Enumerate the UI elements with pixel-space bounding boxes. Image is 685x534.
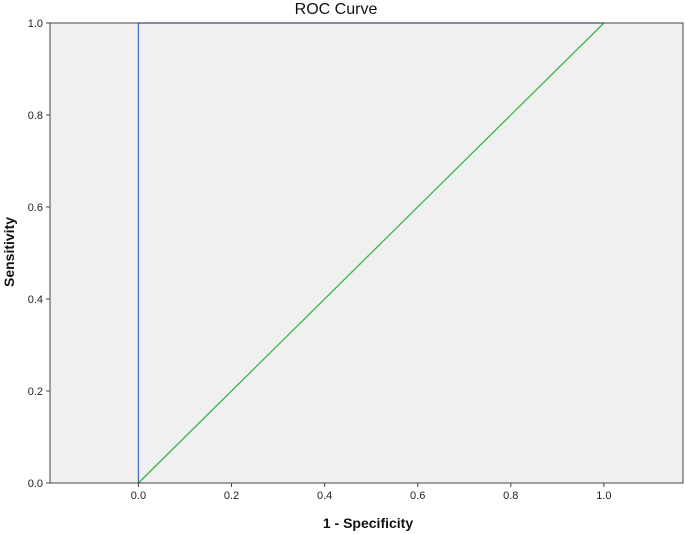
plot-frame	[49, 22, 684, 484]
x-tick-label: 0.2	[224, 490, 239, 502]
x-tick-label: 0.0	[131, 490, 146, 502]
plot-area	[50, 23, 683, 483]
x-tick-label: 0.6	[410, 490, 425, 502]
series-line-1	[137, 22, 605, 484]
x-axis-title: 1 - Specificity	[323, 515, 413, 531]
y-tick-label: 0.2	[28, 386, 43, 398]
y-tick-label: 1.0	[28, 18, 43, 30]
x-tick-label: 1.0	[596, 490, 611, 502]
x-tick-label: 0.8	[503, 490, 518, 502]
x-tick-label: 0.4	[317, 490, 332, 502]
y-axis-title: Sensitivity	[1, 217, 17, 287]
ticks-layer: 0.0 0.2 0.4 0.6 0.8 1.0 0.0 0.2 0.4 0.6 0.8 1.0	[28, 18, 612, 502]
y-tick-label: 0.0	[28, 478, 43, 490]
y-tick-label: 0.8	[28, 110, 43, 122]
chart-title: ROC Curve	[295, 1, 378, 18]
y-tick-label: 0.6	[28, 202, 43, 214]
y-tick-label: 0.4	[28, 294, 43, 306]
